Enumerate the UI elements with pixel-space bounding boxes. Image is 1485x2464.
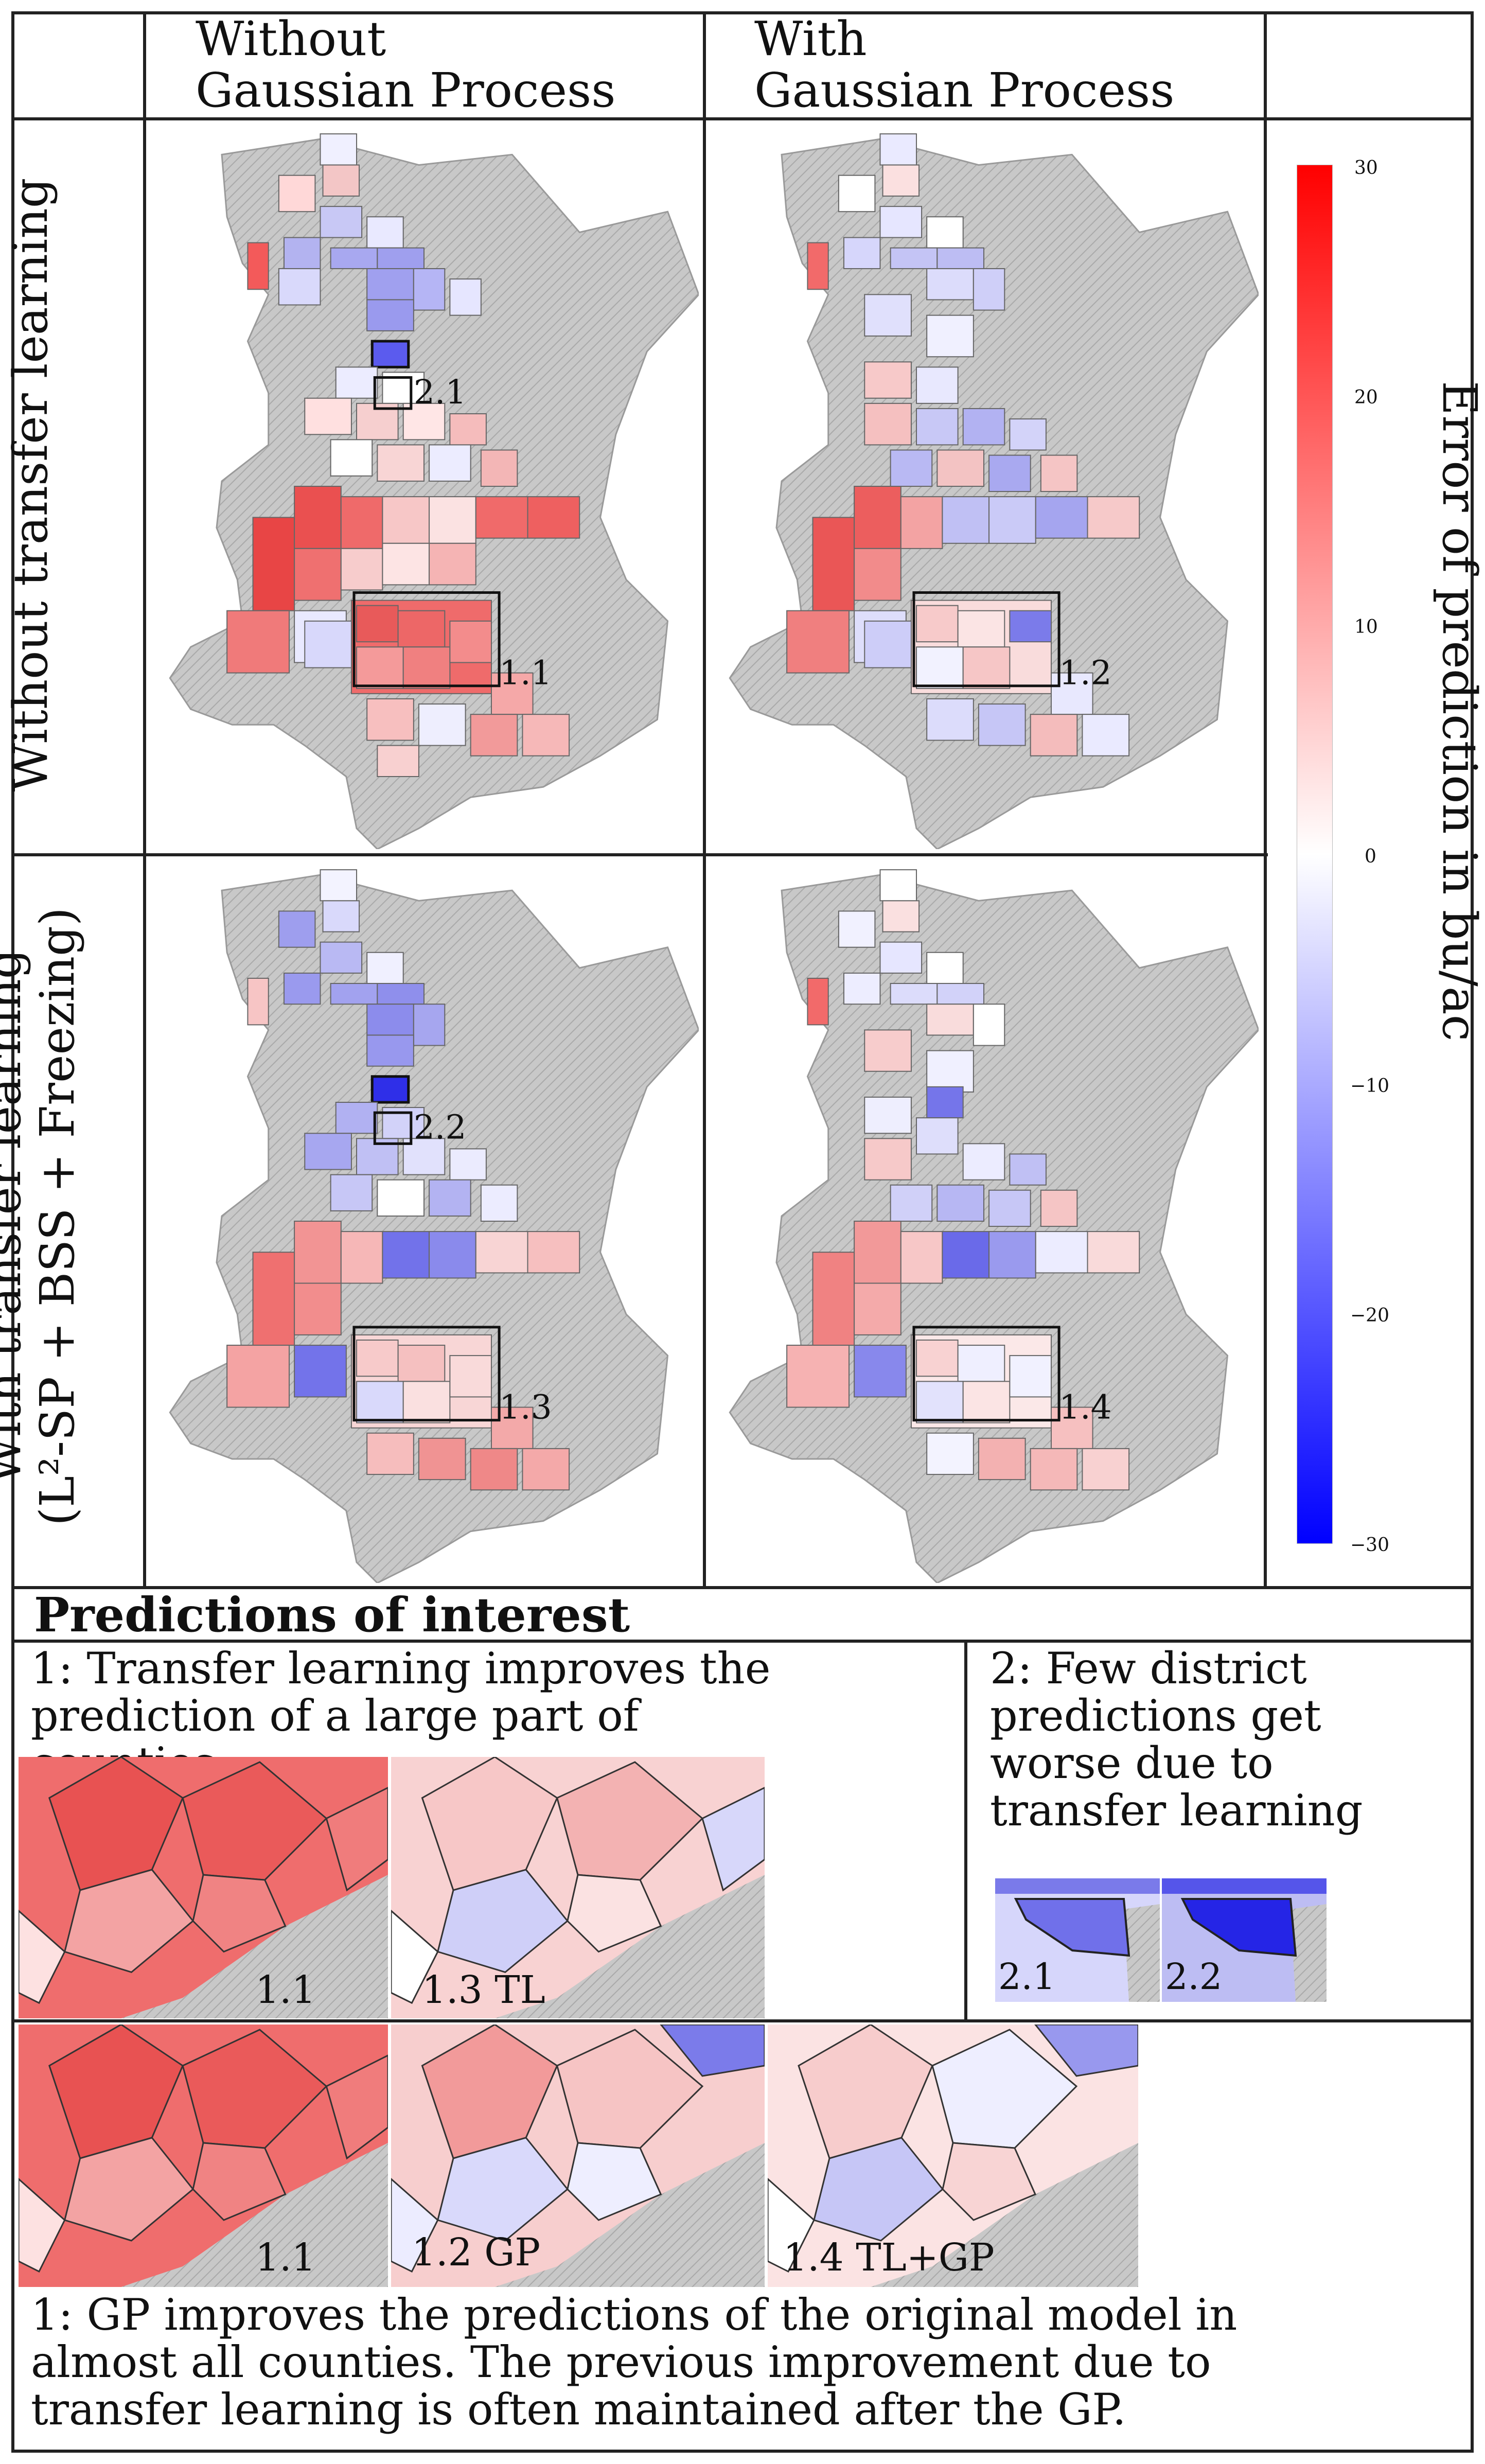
map-no-tl-no-gp: 2.1 1.1 (149, 124, 699, 849)
crop-1-3-tl: 1.3 TL (391, 1757, 765, 2018)
map-box-label-1-1: 1.1 (499, 654, 552, 693)
crop-label-1-1-bottom: 1.1 (255, 2236, 316, 2280)
map-no-tl-with-gp: 1.2 (709, 124, 1259, 849)
map-box-label-1-3: 1.3 (499, 1388, 552, 1427)
grid-bottom-border (12, 2450, 1474, 2453)
map-with-tl-with-gp: 1.4 (709, 859, 1259, 1583)
colorbar-tick-neg30: −30 (1350, 1535, 1389, 1556)
crop-2-2: 2.2 (1162, 1878, 1327, 2002)
map-box-label-1-2: 1.2 (1059, 654, 1112, 693)
grid-notes-divider (964, 1640, 967, 2022)
col-header-with-gp-line2: Gaussian Process (754, 63, 1175, 118)
crop-2-1: 2.1 (995, 1878, 1160, 2002)
predictions-note-3: 1: GP improves the predictions of the or… (31, 2290, 1237, 2435)
predictions-note-2: 2: Few district predictions get worse du… (990, 1643, 1363, 1836)
crop-label-1-2-gp: 1.2 GP (412, 2230, 541, 2275)
col-header-without-gp-line2: Gaussian Process (196, 63, 616, 118)
col-header-with-gp-line1: With (754, 11, 867, 66)
row-label-without-tl-text: Without transfer learning (3, 178, 58, 792)
crop-label-1-3-tl: 1.3 TL (422, 1968, 545, 2012)
crop-1-1-bottom: 1.1 (19, 2025, 388, 2287)
colorbar-tick-neg10: −10 (1350, 1076, 1389, 1097)
colorbar-tick-30: 30 (1354, 157, 1378, 179)
colorbar-tick-10: 10 (1354, 617, 1378, 638)
crop-label-2-2: 2.2 (1165, 1956, 1223, 1998)
grid-title-bottom (12, 1640, 1474, 1643)
row-label-with-tl: With transfer learning (L²-SP + BSS + Fr… (0, 897, 85, 1536)
map-box-label-2-2: 2.2 (414, 1108, 467, 1147)
colorbar-tick-0: 0 (1365, 846, 1376, 867)
grid-left-border (11, 11, 14, 2453)
crop-1-2-gp: 1.2 GP (391, 2025, 765, 2287)
grid-right-border (1471, 11, 1474, 2453)
col-header-with-gp: With Gaussian Process (754, 13, 1174, 116)
crop-1-4-tl-gp: 1.4 TL+GP (768, 2025, 1138, 2287)
row-label-with-tl-line1: With transfer learning (0, 948, 31, 1485)
grid-crops-divider (12, 2019, 1474, 2022)
grid-col-divider-1 (143, 11, 146, 1589)
colorbar-tick-20: 20 (1354, 387, 1378, 408)
grid-col-divider-2 (703, 11, 706, 1589)
crop-label-1-4-tl-gp: 1.4 TL+GP (783, 2236, 995, 2280)
predictions-title: Predictions of interest (34, 1587, 630, 1643)
grid-header-bottom (12, 117, 1474, 120)
crop-label-2-1: 2.1 (998, 1956, 1056, 1998)
map-box-label-1-4: 1.4 (1059, 1388, 1112, 1427)
colorbar-title: Error of prediction in bu/ac (1432, 381, 1485, 1042)
colorbar-tick-neg20: −20 (1350, 1305, 1389, 1326)
map-with-tl-no-gp: 2.2 1.3 (149, 859, 699, 1583)
grid-col-divider-3 (1264, 11, 1267, 1589)
colorbar (1296, 164, 1333, 1544)
col-header-without-gp: Without Gaussian Process (196, 13, 615, 116)
map-box-label-2-1: 2.1 (414, 373, 467, 412)
crop-1-1-top: 1.1 (19, 1757, 388, 2018)
row-label-without-tl: Without transfer learning (3, 166, 58, 804)
crop-label-1-1-top: 1.1 (255, 1968, 316, 2012)
grid-top-border (12, 11, 1474, 14)
grid-row-divider (12, 853, 1268, 856)
col-header-without-gp-line1: Without (196, 11, 386, 66)
grid-maps-bottom (12, 1586, 1474, 1589)
row-label-with-tl-line2: (L²-SP + BSS + Freezing) (30, 907, 85, 1526)
